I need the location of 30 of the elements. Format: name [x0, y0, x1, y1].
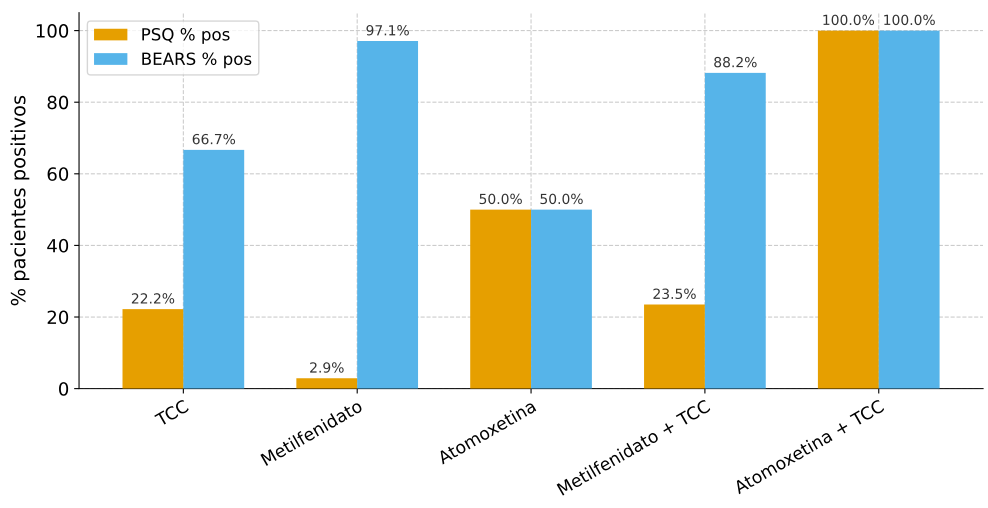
data-label: 97.1%: [366, 25, 409, 36]
bar: [644, 304, 705, 389]
legend-label: PSQ % pos: [142, 28, 230, 44]
bar: [878, 30, 940, 389]
y-axis-title: % pacientes positivos: [10, 96, 30, 306]
bar: [357, 40, 418, 389]
bar: [818, 30, 879, 389]
y-tick-label: 20: [48, 310, 68, 324]
bar: [470, 210, 532, 389]
bar: [704, 72, 766, 389]
data-label: 50.0%: [480, 194, 522, 204]
legend-label: BEARS % pos: [142, 52, 252, 68]
data-label: 50.0%: [540, 194, 583, 204]
data-label: 100.0%: [884, 14, 935, 26]
y-tick-label: 40: [47, 238, 68, 253]
y-tick-label: 100: [36, 24, 68, 38]
bar: [122, 309, 184, 389]
data-label: 66.7%: [192, 134, 236, 144]
data-label: 2.9%: [310, 362, 344, 373]
y-tick-label: 60: [48, 167, 68, 181]
data-label: 88.2%: [714, 56, 757, 68]
data-label: 23.5%: [653, 288, 696, 300]
data-label: 100.0%: [823, 14, 874, 26]
bar: [531, 210, 592, 389]
bar: [183, 150, 244, 389]
y-tick-label: 0: [59, 382, 68, 396]
data-label: 22.2%: [132, 293, 174, 304]
x-tick-label: TCC: [154, 399, 190, 427]
bar: [296, 378, 358, 389]
y-tick-label: 80: [48, 96, 68, 110]
